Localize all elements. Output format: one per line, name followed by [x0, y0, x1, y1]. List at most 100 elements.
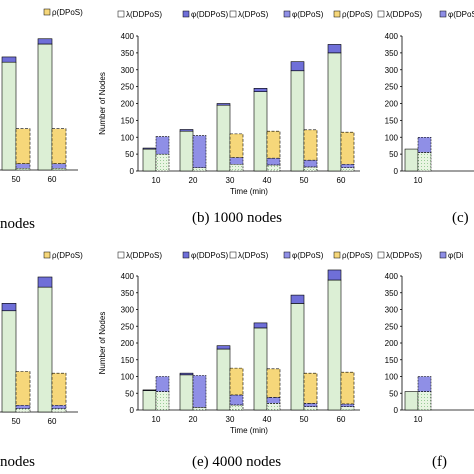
y-tick-label: 300	[121, 306, 135, 315]
bar-phi-dpos	[155, 376, 170, 392]
legend-entry: φ(DPoS)	[292, 251, 324, 260]
y-tick-label: 0	[394, 167, 399, 176]
bar-rho-dpos	[15, 371, 31, 406]
bar-lambda-ddpos	[216, 348, 231, 411]
panel-caption: (f)	[432, 454, 447, 470]
y-tick-label: 200	[385, 100, 399, 109]
x-tick-label: 10	[414, 415, 423, 424]
y-tick-label: 400	[385, 32, 399, 41]
bar-rho-dpos	[51, 128, 67, 164]
bar-phi-dpos	[303, 402, 318, 407]
bar-lambda-dpos	[417, 391, 432, 411]
legend-swatch	[117, 10, 125, 18]
bar-lambda-dpos	[229, 404, 244, 411]
legend-swatch	[377, 10, 385, 18]
legend-swatch	[377, 251, 385, 259]
legend-swatch	[283, 251, 291, 259]
bar-lambda-ddpos	[1, 61, 17, 171]
x-tick-label: 20	[189, 415, 198, 424]
bar-rho-dpos	[303, 129, 318, 161]
bar-phi-dpos	[192, 375, 207, 408]
x-axis-title: Time (min)	[230, 426, 268, 435]
bar-lambda-dpos	[155, 153, 170, 172]
bar-phi-dpos	[417, 136, 432, 153]
y-tick-label: 350	[121, 289, 135, 298]
y-tick-label: 250	[121, 83, 135, 92]
bar-phi-dpos	[266, 157, 281, 166]
bar-phi-dpos	[51, 163, 67, 169]
legend-swatch	[283, 10, 291, 18]
bar-lambda-dpos	[340, 406, 355, 411]
bar-phi-ddpos	[37, 276, 53, 288]
y-tick-label: 250	[385, 322, 399, 331]
bar-lambda-ddpos	[404, 148, 419, 172]
legend-swatch	[117, 251, 125, 259]
x-tick-label: 50	[300, 176, 309, 185]
bar-rho-dpos	[340, 131, 355, 165]
bar-lambda-ddpos	[327, 279, 342, 411]
x-tick-label: 50	[12, 175, 21, 184]
y-tick-label: 300	[385, 66, 399, 75]
panel-caption: (b) 1000 nodes	[192, 210, 282, 226]
bar-lambda-dpos	[192, 407, 207, 411]
bar-phi-dpos	[51, 404, 67, 409]
y-tick-label: 50	[389, 389, 398, 398]
y-axis-title: Number of Nodes	[98, 312, 107, 375]
bar-lambda-dpos	[266, 164, 281, 172]
legend-entry: λ(DDPoS)	[126, 10, 162, 19]
bar-lambda-ddpos	[37, 43, 53, 171]
y-tick-label: 400	[385, 272, 399, 281]
bar-lambda-dpos	[51, 408, 67, 413]
y-tick-label: 400	[121, 272, 135, 281]
x-tick-label: 30	[226, 176, 235, 185]
y-tick-label: 200	[121, 339, 135, 348]
legend-entry: φ(DPoS)	[448, 10, 474, 19]
bar-phi-ddpos	[142, 147, 157, 150]
y-tick-label: 250	[385, 83, 399, 92]
panel-caption: nodes	[0, 454, 35, 470]
y-tick-label: 350	[385, 49, 399, 58]
bar-lambda-dpos	[192, 167, 207, 172]
bar-phi-ddpos	[253, 88, 268, 92]
y-tick-label: 0	[130, 167, 135, 176]
y-tick-label: 250	[121, 322, 135, 331]
y-tick-label: 50	[125, 150, 134, 159]
legend-entry: ρ(DPoS)	[342, 10, 373, 19]
y-tick-label: 150	[121, 356, 135, 365]
bar-phi-dpos	[155, 136, 170, 155]
y-tick-label: 50	[389, 150, 398, 159]
bar-lambda-dpos	[229, 163, 244, 172]
legend-entry: φ(DDPoS)	[191, 251, 229, 260]
y-tick-label: 150	[385, 116, 399, 125]
bar-lambda-dpos	[340, 167, 355, 172]
bar-lambda-ddpos	[253, 91, 268, 172]
legend-swatch	[229, 10, 237, 18]
bar-lambda-ddpos	[179, 374, 194, 411]
y-tick-label: 100	[385, 373, 399, 382]
bar-phi-dpos	[266, 396, 281, 404]
bar-rho-dpos	[303, 372, 318, 404]
bar-phi-ddpos	[1, 56, 17, 63]
x-tick-label: 10	[414, 176, 423, 185]
legend-entry: φ(Di	[448, 251, 464, 260]
bar-phi-ddpos	[1, 303, 17, 312]
legend-swatch	[333, 251, 341, 259]
legend-entry: λ(DPoS)	[238, 10, 269, 19]
bar-phi-dpos	[303, 159, 318, 168]
x-tick-label: 60	[48, 417, 57, 426]
bar-phi-dpos	[229, 157, 244, 165]
bar-lambda-ddpos	[142, 390, 157, 411]
y-tick-label: 100	[385, 133, 399, 142]
bar-phi-ddpos	[253, 322, 268, 329]
bar-phi-dpos	[340, 403, 355, 407]
bar-phi-ddpos	[290, 294, 305, 304]
bar-lambda-ddpos	[290, 70, 305, 172]
x-tick-label: 50	[300, 415, 309, 424]
x-axis-title: Time (min)	[230, 187, 268, 196]
bar-lambda-ddpos	[1, 310, 17, 413]
y-tick-label: 100	[121, 373, 135, 382]
y-tick-label: 200	[121, 100, 135, 109]
bar-rho-dpos	[51, 372, 67, 406]
bar-lambda-ddpos	[404, 391, 419, 411]
